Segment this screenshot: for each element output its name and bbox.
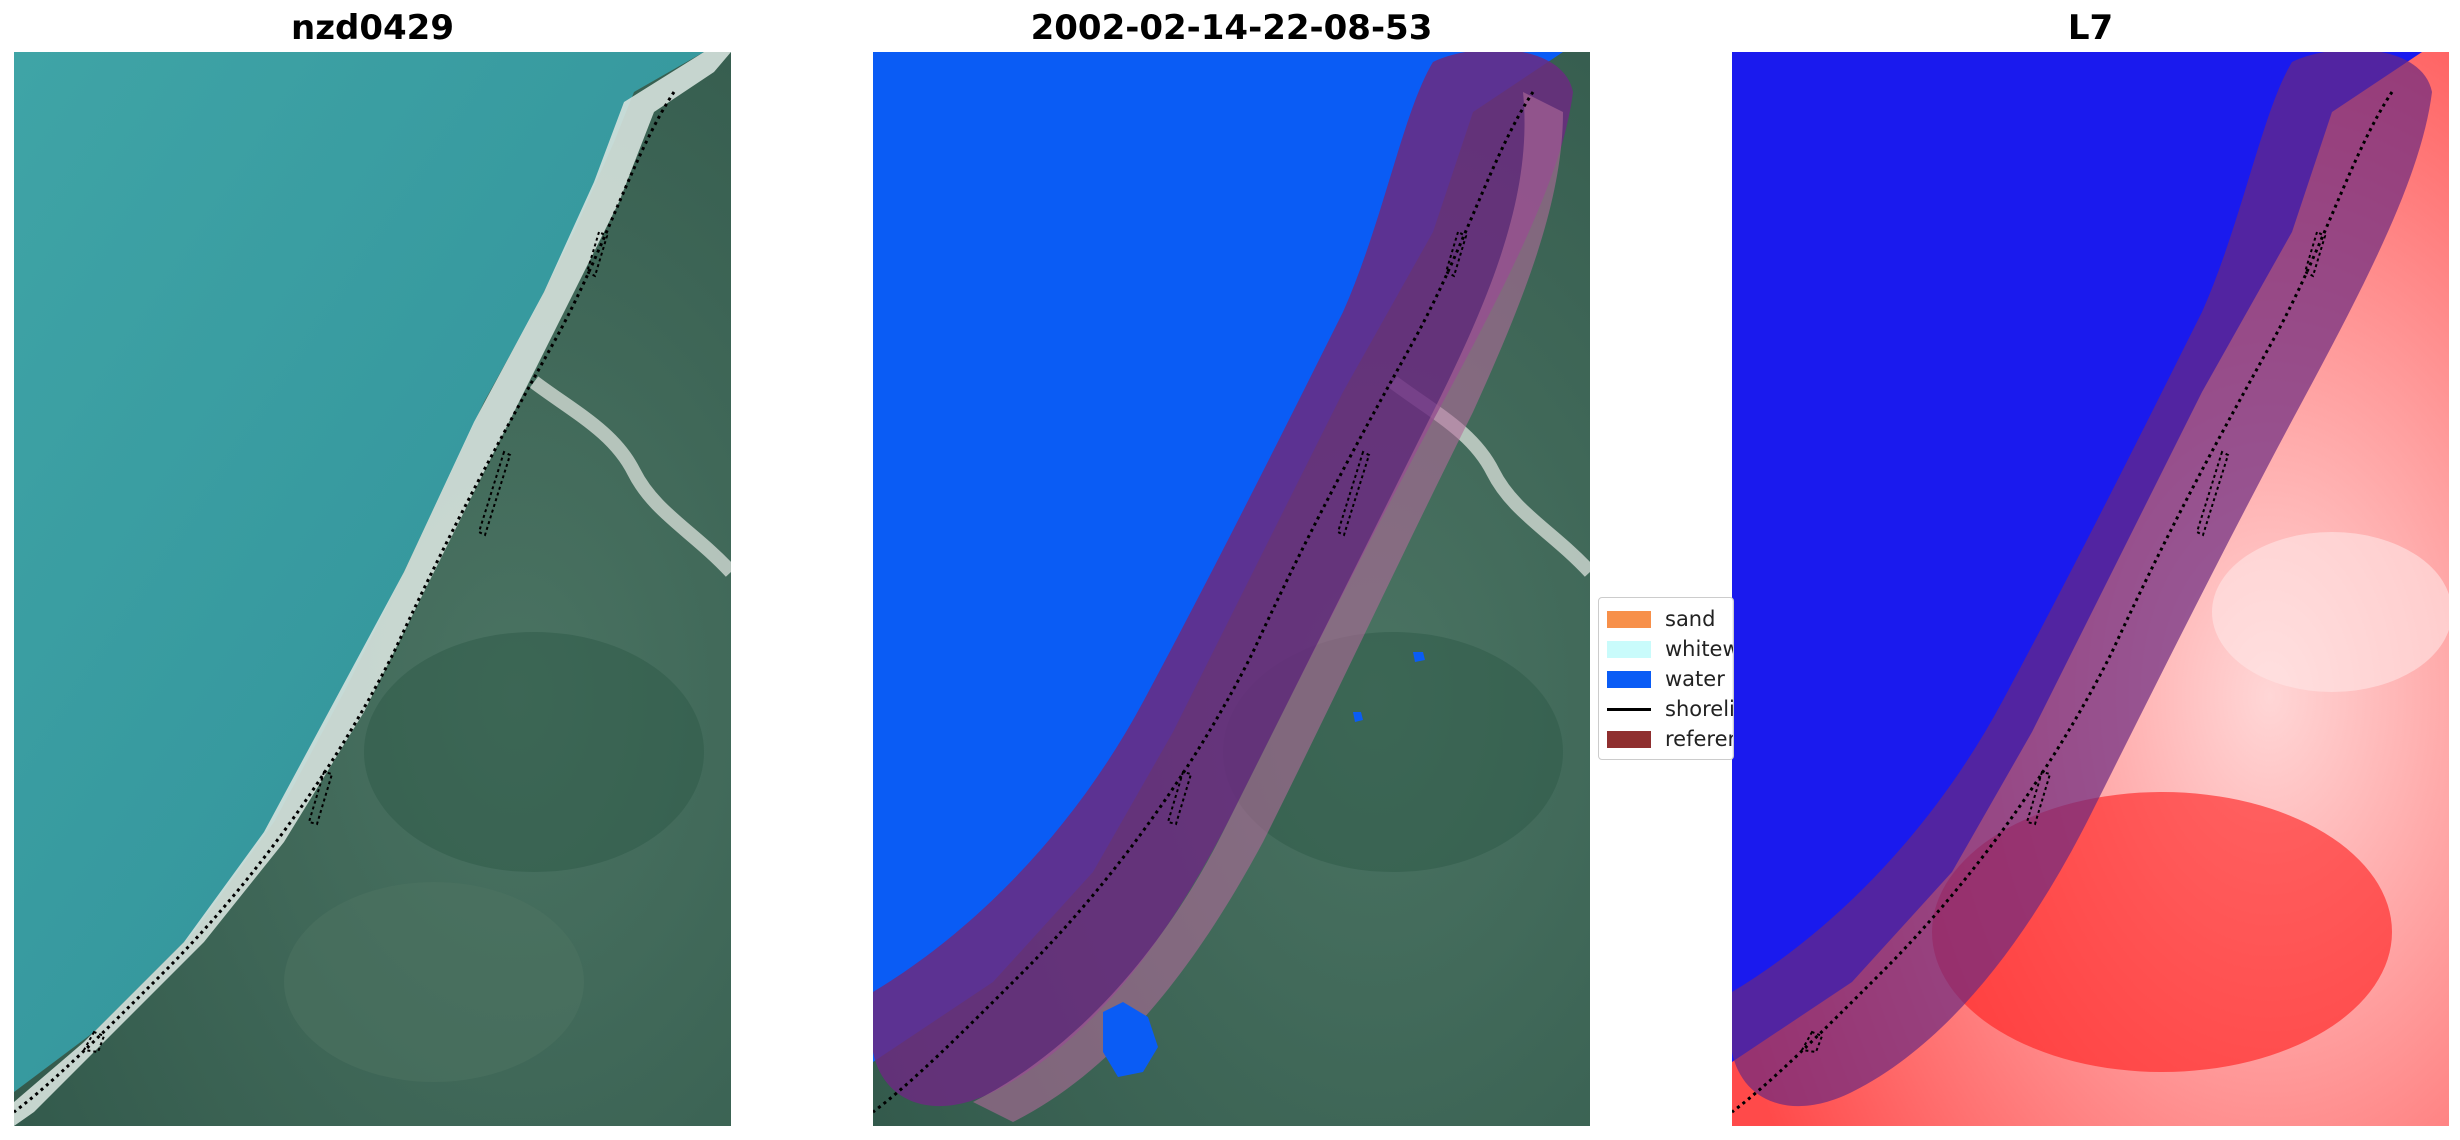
classified-image xyxy=(873,52,1590,1126)
legend-label: water xyxy=(1665,667,1725,691)
panel-title-rgb: nzd0429 xyxy=(291,8,454,48)
legend-label: reference shoreline buffer xyxy=(1665,727,1733,751)
water-swatch xyxy=(1607,670,1651,688)
sand-swatch xyxy=(1607,610,1651,628)
legend-item-sand: sand xyxy=(1607,604,1715,634)
whitewater-swatch xyxy=(1607,640,1651,658)
shoreline-line-swatch xyxy=(1607,707,1651,711)
legend-item-water: water xyxy=(1607,664,1725,694)
legend-label: sand xyxy=(1665,607,1716,631)
legend-item-reference: reference shoreline buffer xyxy=(1607,724,1733,754)
classified-image-panel xyxy=(873,52,1590,1126)
reference-buffer-swatch xyxy=(1607,730,1651,748)
legend-item-shoreline: shoreline xyxy=(1607,694,1733,724)
rgb-image-panel xyxy=(14,52,731,1126)
panel-title-ndwi: L7 xyxy=(2067,8,2114,48)
rgb-image xyxy=(14,52,731,1126)
ndwi-image-panel xyxy=(1732,52,2449,1126)
panel-title-classified: 2002-02-14-22-08-53 xyxy=(1030,8,1433,48)
legend-label: shoreline xyxy=(1665,697,1733,721)
ndwi-image xyxy=(1732,52,2449,1126)
